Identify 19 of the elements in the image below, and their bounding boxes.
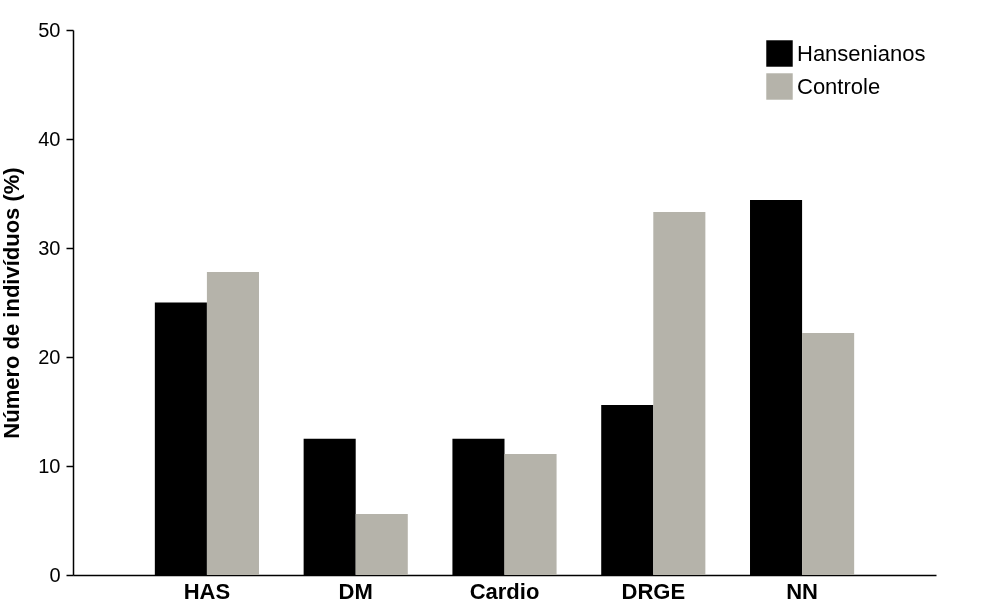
legend-label: Controle <box>797 73 881 99</box>
y-tick-label: 40 <box>38 127 61 150</box>
y-tick-label: 50 <box>38 18 61 41</box>
x-tick-label: DM <box>338 578 373 604</box>
y-axis-title: Número de indivíduos (%) <box>0 167 25 439</box>
bar <box>802 333 855 575</box>
y-tick-label: 10 <box>38 454 61 477</box>
x-tick-label: DRGE <box>621 578 686 604</box>
x-tick-label: NN <box>786 578 818 604</box>
x-tick-label: Cardio <box>469 578 540 604</box>
bar <box>355 513 408 575</box>
y-tick-label: 20 <box>38 345 61 368</box>
bar <box>206 271 259 575</box>
y-tick-label: 30 <box>38 236 61 259</box>
legend-label: Hansenianos <box>797 40 926 66</box>
y-tick-label: 0 <box>49 563 61 586</box>
x-tick-label: HAS <box>183 578 231 604</box>
bar <box>653 212 706 575</box>
bar <box>504 454 557 575</box>
